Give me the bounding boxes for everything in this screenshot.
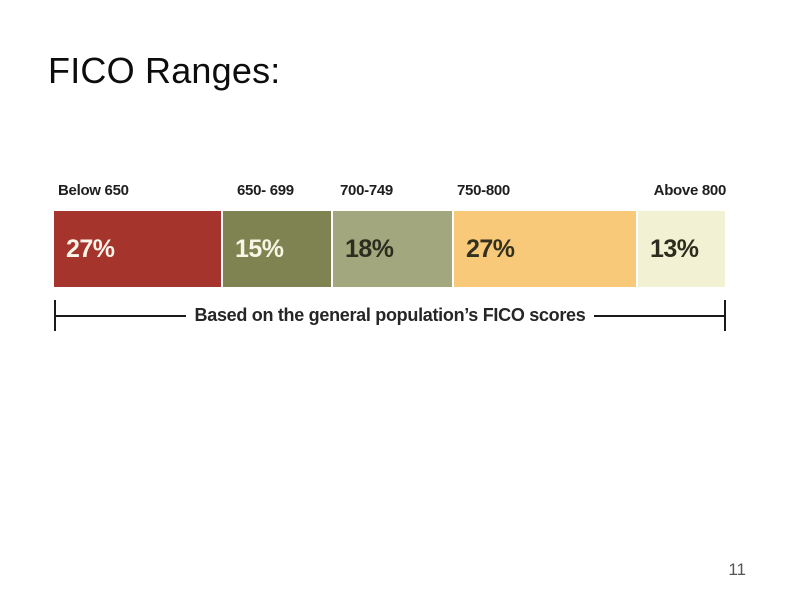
segment-value: 15%: [235, 234, 284, 263]
slide-page-number: 11: [728, 560, 746, 579]
stacked-bar: 27% 15% 18% 27% 13%: [54, 211, 726, 287]
segment-value: 27%: [66, 234, 115, 263]
segment-value: 13%: [650, 234, 699, 263]
fico-stacked-bar-chart: Below 650 650- 699 700-749 750-800 Above 800…: [54, 182, 726, 287]
range-label: 650- 699: [237, 182, 294, 199]
page-title: FICO Ranges:: [48, 50, 281, 91]
range-label: Below 650: [58, 182, 129, 199]
bar-segment: 15%: [223, 211, 331, 287]
range-label: 750-800: [457, 182, 510, 199]
bracket-annotation: Based on the general population’s FICO s…: [194, 305, 586, 325]
bracket-line-right: [594, 314, 725, 317]
population-bracket: Based on the general population’s FICO s…: [54, 300, 726, 331]
range-label: Above 800: [653, 182, 727, 199]
bracket-line-left: [56, 314, 186, 317]
range-labels-row: Below 650 650- 699 700-749 750-800 Above 800: [54, 182, 726, 204]
bar-segment: 18%: [333, 211, 452, 287]
segment-value: 18%: [345, 234, 394, 263]
bar-segment: 27%: [54, 211, 221, 287]
bar-segment: 27%: [454, 211, 636, 287]
segment-value: 27%: [466, 234, 515, 263]
bar-segment: 13%: [638, 211, 725, 287]
range-label: 700-749: [340, 182, 393, 199]
